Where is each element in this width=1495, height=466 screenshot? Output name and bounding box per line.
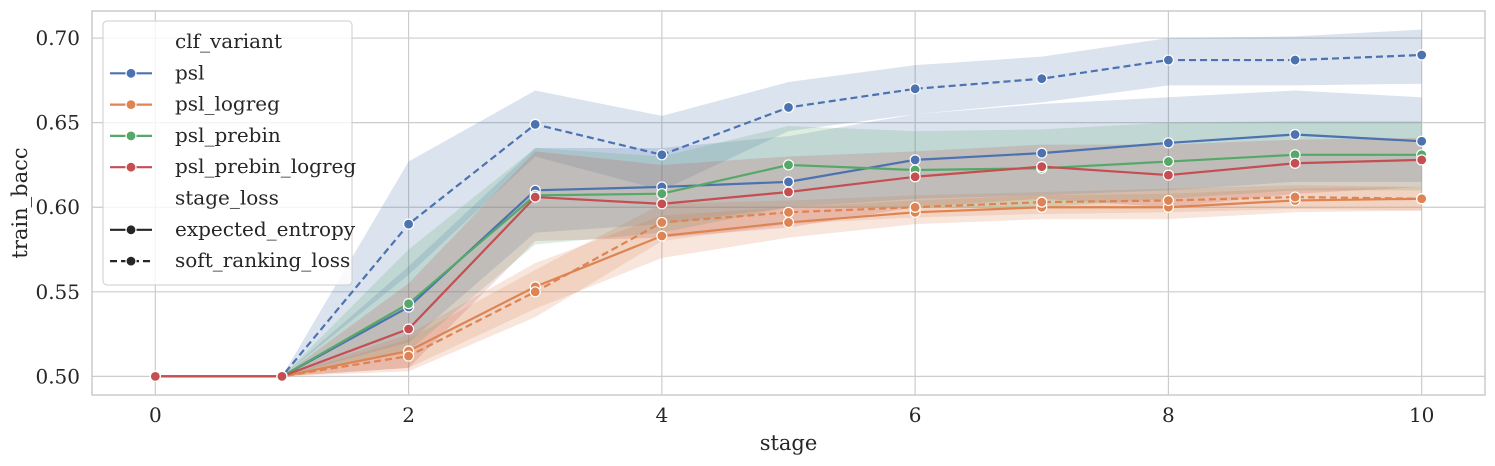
- x-tick-label: 2: [402, 403, 415, 427]
- data-point-psl-soft-ranking-loss: [1162, 54, 1175, 66]
- data-point-psl-prebin-logreg-expected-entropy: [782, 186, 795, 198]
- data-point-psl-expected-entropy: [1162, 137, 1175, 149]
- y-tick-label: 0.50: [35, 364, 80, 388]
- ci-band-psl-prebin-logreg-expected-entropy: [155, 137, 1422, 377]
- data-point-psl-logreg-soft-ranking-loss: [1289, 191, 1301, 203]
- legend-title-clf-variant: clf_variant: [175, 29, 282, 53]
- data-point-psl-expected-entropy: [1416, 135, 1428, 147]
- data-point-psl-prebin-logreg-expected-entropy: [1162, 169, 1175, 181]
- legend-marker-psl-prebin-logreg: [125, 161, 137, 173]
- ci-band-psl-logreg-expected-entropy: [155, 186, 1422, 377]
- data-point-psl-prebin-expected-entropy: [782, 159, 795, 171]
- data-point-psl-prebin-logreg-expected-entropy: [656, 198, 668, 210]
- data-point-psl-logreg-expected-entropy: [656, 230, 668, 242]
- data-point-psl-logreg-soft-ranking-loss: [1162, 194, 1175, 207]
- legend-marker-psl: [125, 67, 137, 79]
- data-point-psl-prebin-logreg-expected-entropy: [1036, 161, 1048, 173]
- data-point-psl-soft-ranking-loss: [1036, 73, 1048, 85]
- data-point-psl-logreg-soft-ranking-loss: [1036, 196, 1048, 208]
- legend-marker-expected-entropy: [125, 224, 137, 236]
- legend-title-stage-loss: stage_loss: [175, 186, 279, 210]
- data-point-psl-prebin-logreg-expected-entropy: [1416, 154, 1428, 166]
- data-point-psl-logreg-soft-ranking-loss: [1416, 193, 1428, 205]
- data-point-psl-prebin-expected-entropy: [402, 298, 415, 310]
- data-point-psl-soft-ranking-loss: [1416, 49, 1428, 61]
- data-point-psl-soft-ranking-loss: [529, 118, 541, 130]
- plot-frame: [91, 10, 1486, 396]
- data-point-psl-soft-ranking-loss: [1289, 54, 1301, 66]
- x-tick-label: 8: [1162, 403, 1175, 427]
- series-line-psl-logreg-soft-ranking-loss: [155, 195, 1422, 378]
- data-point-psl-soft-ranking-loss: [402, 218, 415, 230]
- data-point-psl-logreg-soft-ranking-loss: [529, 286, 541, 298]
- data-point-psl-soft-ranking-loss: [909, 83, 921, 95]
- legend-marker-soft-ranking-loss: [125, 255, 137, 267]
- ci-band-psl-prebin-expected-entropy: [155, 120, 1422, 377]
- legend-marker-psl-logreg: [125, 98, 137, 111]
- y-tick-label: 0.65: [35, 111, 80, 135]
- ci-band-psl-logreg-soft-ranking-loss: [155, 185, 1422, 377]
- x-tick-label: 10: [1409, 403, 1434, 427]
- y-tick-label: 0.70: [35, 26, 80, 50]
- y-tick-label: 0.60: [35, 195, 80, 219]
- data-point-psl-prebin-logreg-expected-entropy: [1289, 157, 1301, 169]
- data-point-psl-soft-ranking-loss: [656, 149, 668, 161]
- y-axis-label: train_bacc: [8, 147, 32, 258]
- data-point-psl-prebin-expected-entropy: [1162, 155, 1175, 168]
- data-point-psl-logreg-soft-ranking-loss: [909, 201, 921, 213]
- x-axis-label: stage: [760, 431, 818, 455]
- data-point-psl-logreg-expected-entropy: [782, 216, 795, 229]
- data-point-psl-expected-entropy: [1036, 147, 1048, 159]
- y-tick-label: 0.55: [35, 280, 80, 304]
- data-point-psl-prebin-logreg-expected-entropy: [909, 171, 921, 183]
- data-point-psl-logreg-soft-ranking-loss: [782, 206, 795, 218]
- legend-label-psl-logreg: psl_logreg: [175, 92, 280, 116]
- x-tick-labels: 0 2 4 6 8 10: [149, 403, 1434, 427]
- legend-label-psl-prebin: psl_prebin: [175, 123, 281, 147]
- ci-band-psl-expected-entropy: [155, 90, 1422, 377]
- x-tick-label: 4: [655, 403, 668, 427]
- legend-label-psl: psl: [175, 60, 204, 84]
- x-tick-label: 6: [909, 403, 922, 427]
- data-point-psl-prebin-logreg-expected-entropy: [529, 191, 541, 203]
- data-point-psl-logreg-soft-ranking-loss: [656, 216, 668, 229]
- data-point-psl-expected-entropy: [1289, 128, 1301, 141]
- data-point-psl-prebin-logreg-expected-entropy: [276, 370, 288, 382]
- legend-box: [102, 20, 353, 286]
- data-point-psl-expected-entropy: [782, 176, 795, 188]
- legend: clf_variant stage_loss psl psl_logreg psl_…: [102, 20, 356, 286]
- data-point-psl-soft-ranking-loss: [782, 101, 795, 114]
- legend-label-soft-ranking-loss: soft_ranking_loss: [175, 248, 350, 272]
- series-markers: [149, 49, 1428, 382]
- data-point-psl-prebin-logreg-expected-entropy: [149, 370, 161, 382]
- legend-label-psl-prebin-logreg: psl_prebin_logreg: [175, 154, 356, 178]
- data-point-psl-expected-entropy: [909, 154, 921, 166]
- legend-label-expected-entropy: expected_entropy: [175, 217, 356, 241]
- legend-marker-psl-prebin: [125, 130, 137, 142]
- x-tick-label: 0: [149, 403, 162, 427]
- data-point-psl-prebin-expected-entropy: [656, 188, 668, 200]
- y-tick-labels: 0.50 0.55 0.60 0.65 0.70: [35, 26, 80, 388]
- data-point-psl-prebin-logreg-expected-entropy: [402, 323, 415, 335]
- data-point-psl-logreg-soft-ranking-loss: [402, 350, 415, 362]
